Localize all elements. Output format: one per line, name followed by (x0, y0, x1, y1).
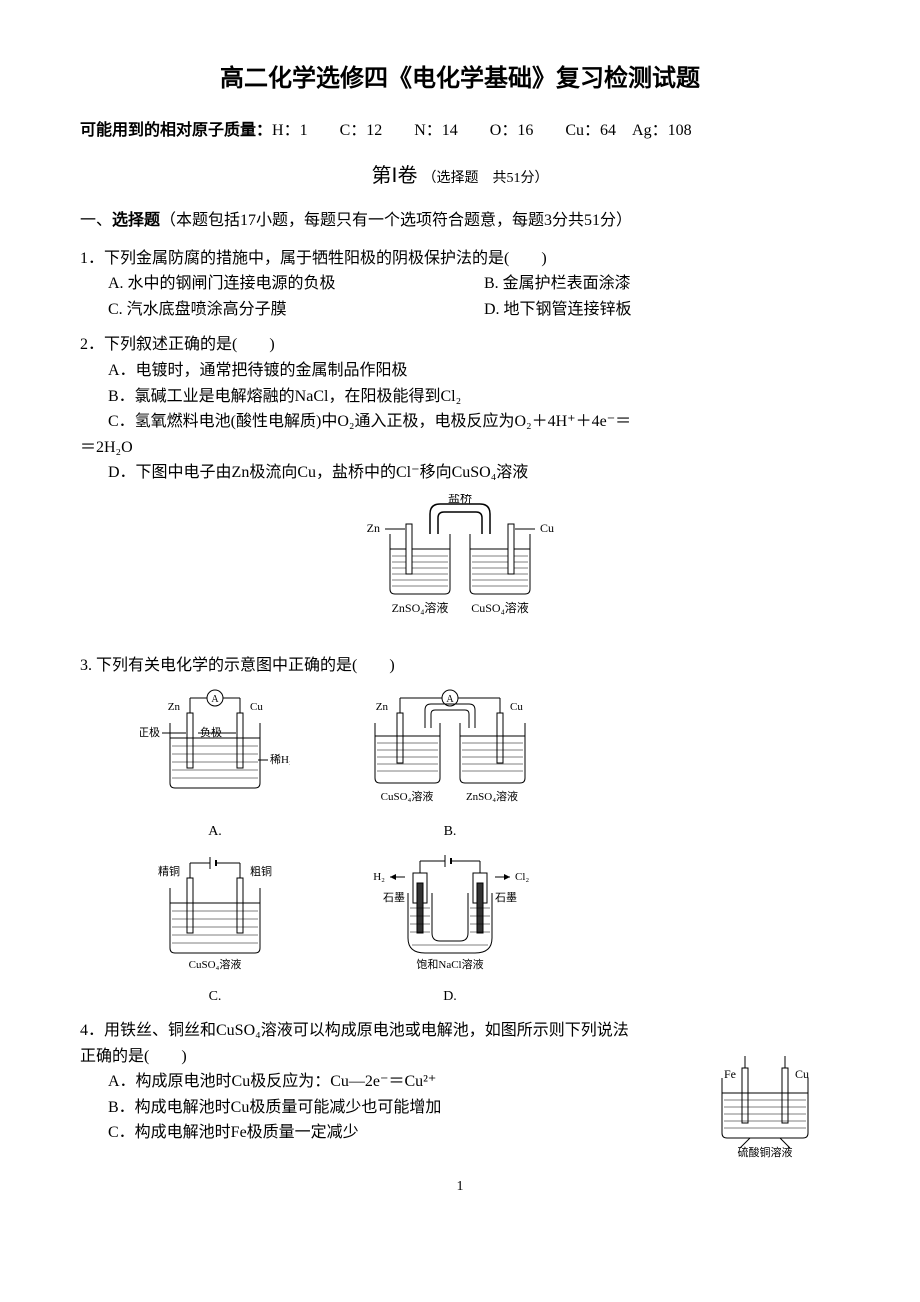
right-sol-label: CuSO₄溶液 (471, 600, 529, 615)
question-4: 4．用铁丝、铜丝和CuSO₄溶液可以构成原电池或电解池，如图所示则下列说法 正确… (80, 1018, 840, 1146)
page-title: 高二化学选修四《电化学基础》复习检测试题 (80, 60, 840, 98)
svg-text:ZnSO₄溶液: ZnSO₄溶液 (466, 789, 518, 803)
svg-text:Cu: Cu (510, 701, 523, 713)
atomic-values: H：1 C：12 N：14 O：16 Cu：64 Ag：108 (272, 122, 692, 139)
q2-opt-c-post: ＝2H₂O (80, 435, 840, 461)
question-1: 1．下列金属防腐的措施中，属于牺牲阳极的阴极保护法的是( ) A. 水中的钢闸门… (80, 246, 840, 323)
svg-text:Fe: Fe (724, 1067, 736, 1081)
q2-opt-c-pre: C．氢氧燃料电池(酸性电解质)中O₂通入正极，电极反应为O₂＋4H⁺＋4e⁻＝ (80, 409, 840, 435)
q2-opt-b: B．氯碱工业是电解熔融的NaCl，在阳极能得到Cl₂ (80, 384, 840, 410)
svg-text:CuSO₄溶液: CuSO₄溶液 (189, 957, 242, 971)
q3-diagram-b: A Zn Cu (350, 688, 550, 843)
q2-opt-d: D．下图中电子由Zn极流向Cu，盐桥中的Cl⁻移向CuSO₄溶液 (80, 460, 840, 486)
page-number: 1 (80, 1176, 840, 1198)
section-heading: 第Ⅰ卷 （选择题 共51分） (80, 160, 840, 192)
svg-text:A: A (211, 694, 219, 705)
q3-diagram-c: 精铜 粗铜 CuSO₄溶液 C. (140, 853, 290, 1008)
q3-diagram-d: H₂ Cl₂ 石墨 石墨 饱和NaCl溶液 (350, 853, 550, 1008)
svg-text:Cu: Cu (250, 701, 263, 713)
svg-text:粗铜: 粗铜 (250, 864, 272, 878)
q3-b-label: B. (350, 821, 550, 843)
q4-stem-a: 4．用铁丝、铜丝和CuSO₄溶液可以构成原电池或电解池，如图所示则下列说法 (80, 1018, 840, 1044)
svg-text:CuSO₄溶液: CuSO₄溶液 (381, 789, 434, 803)
svg-text:硫酸铜溶液: 硫酸铜溶液 (738, 1145, 793, 1158)
atomic-label: 可能用到的相对原子质量： (80, 122, 272, 139)
cu-label: Cu (540, 521, 554, 535)
q1-opt-a: A. 水中的钢闸门连接电源的负极 (108, 271, 464, 297)
svg-text:Cu: Cu (795, 1067, 809, 1081)
svg-text:石墨: 石墨 (383, 891, 405, 904)
q2-stem: 2．下列叙述正确的是( ) (80, 332, 840, 358)
q3-c-label: C. (140, 986, 290, 1008)
svg-text:A: A (446, 694, 454, 705)
svg-text:Zn: Zn (376, 701, 389, 713)
svg-text:饱和NaCl溶液: 饱和NaCl溶液 (416, 957, 483, 971)
q3-a-label: A. (140, 821, 290, 843)
svg-text:稀H₂SO₄: 稀H₂SO₄ (270, 753, 290, 766)
zn-label: Zn (367, 521, 380, 535)
q3-d-label: D. (350, 986, 550, 1008)
q2-diagram: 盐桥 Zn Cu ZnSO₄溶液 (80, 494, 840, 643)
left-sol-label: ZnSO₄溶液 (392, 600, 449, 615)
q4-figure: Fe Cu 硫酸铜溶液 (710, 1048, 820, 1167)
q1-opt-c: C. 汽水底盘喷涂高分子膜 (108, 297, 464, 323)
q2-opt-a: A．电镀时，通常把待镀的金属制品作阳极 (80, 358, 840, 384)
q3-diagram-a: A Zn Cu 正极 负极 稀H₂SO (140, 688, 290, 843)
svg-text:石墨: 石墨 (495, 891, 517, 904)
q1-opt-b: B. 金属护栏表面涂漆 (484, 271, 840, 297)
instr-rest: （本题包括17小题，每题只有一个选项符合题意，每题3分共51分） (160, 212, 632, 229)
svg-text:Zn: Zn (168, 701, 181, 713)
q1-stem: 1．下列金属防腐的措施中，属于牺牲阳极的阴极保护法的是( ) (80, 246, 840, 272)
q3-stem: 3. 下列有关电化学的示意图中正确的是( ) (80, 653, 840, 679)
svg-text:正极: 正极 (140, 725, 160, 739)
section-sub: （选择题 共51分） (422, 171, 548, 186)
svg-text:H₂: H₂ (373, 871, 385, 883)
svg-text:精铜: 精铜 (158, 864, 180, 878)
question-3: 3. 下列有关电化学的示意图中正确的是( ) A Zn Cu (80, 653, 840, 1009)
svg-text:负极: 负极 (200, 725, 222, 739)
atomic-masses: 可能用到的相对原子质量：H：1 C：12 N：14 O：16 Cu：64 Ag：… (80, 118, 840, 144)
salt-bridge-label: 盐桥 (448, 494, 472, 505)
section-main: 第Ⅰ卷 (372, 165, 418, 187)
question-2: 2．下列叙述正确的是( ) A．电镀时，通常把待镀的金属制品作阳极 B．氯碱工业… (80, 332, 840, 642)
instructions: 一、选择题（本题包括17小题，每题只有一个选项符合题意，每题3分共51分） (80, 208, 840, 234)
svg-text:Cl₂: Cl₂ (515, 871, 529, 883)
instr-prefix: 一、 (80, 212, 112, 229)
q1-opt-d: D. 地下钢管连接锌板 (484, 297, 840, 323)
instr-bold: 选择题 (112, 212, 160, 229)
